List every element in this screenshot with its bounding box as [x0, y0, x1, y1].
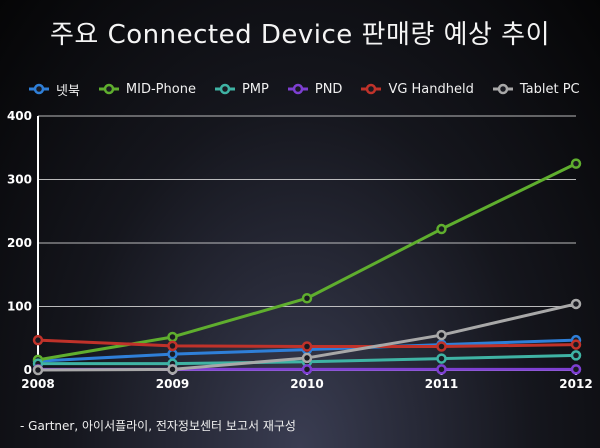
legend: 넷북 MID-Phone PMP PND VG Handheld Tablet PC — [28, 78, 588, 100]
data-point — [570, 364, 582, 375]
x-tick-label: 2009 — [156, 377, 189, 391]
data-point — [32, 334, 44, 346]
legend-label: 넷북 — [56, 83, 80, 99]
data-point — [570, 350, 582, 361]
data-point — [301, 341, 313, 352]
data-point — [301, 292, 313, 304]
series-line-1 — [37, 162, 577, 362]
legend-label: VG Handheld — [388, 81, 474, 97]
chart-title: 주요 Connected Device 판매량 예상 추이 — [49, 20, 551, 50]
y-tick-label: 0 — [24, 363, 32, 377]
data-point — [570, 158, 582, 169]
data-point — [436, 223, 447, 235]
legend-label: PND — [314, 81, 343, 97]
legend-marker-icon — [287, 83, 308, 95]
data-point — [32, 364, 44, 376]
legend-marker-icon — [98, 83, 119, 95]
legend-label: PMP — [241, 81, 269, 97]
legend-item: VG Handheld — [360, 81, 474, 97]
source-footnote: - Gartner, 아이서플라이, 전자정보센터 보고서 재구성 — [20, 419, 296, 433]
data-point — [570, 298, 582, 310]
legend-item: 넷북 — [28, 80, 80, 99]
x-tick-label: 2008 — [21, 377, 54, 391]
legend-item: MID-Phone — [98, 82, 196, 97]
legend-item: PND — [287, 81, 343, 97]
x-tick-label: 2012 — [559, 377, 592, 391]
data-point — [436, 329, 447, 341]
y-tick-label: 400 — [7, 109, 32, 123]
data-point — [167, 348, 178, 360]
data-point — [301, 352, 313, 364]
legend-marker-icon — [361, 83, 382, 95]
y-tick-label: 100 — [7, 300, 32, 314]
data-point — [167, 331, 178, 343]
data-point — [301, 364, 313, 375]
legend-marker-icon — [492, 83, 513, 95]
legend-label: MID-Phone — [125, 81, 196, 97]
legend-item: PMP — [214, 82, 269, 97]
legend-marker-icon — [214, 83, 235, 95]
data-point — [167, 340, 178, 352]
data-point — [436, 353, 447, 364]
legend-marker-icon — [29, 83, 49, 95]
x-tick-label: 2011 — [425, 377, 458, 391]
y-tick-label: 300 — [7, 173, 32, 187]
y-tick-label: 200 — [7, 236, 32, 250]
legend-item: Tablet PC — [492, 82, 580, 97]
data-point — [436, 364, 447, 375]
legend-label: Tablet PC — [519, 81, 580, 97]
data-point — [167, 364, 178, 375]
x-tick-label: 2010 — [290, 377, 323, 391]
data-point — [436, 341, 447, 352]
data-point — [570, 339, 582, 350]
